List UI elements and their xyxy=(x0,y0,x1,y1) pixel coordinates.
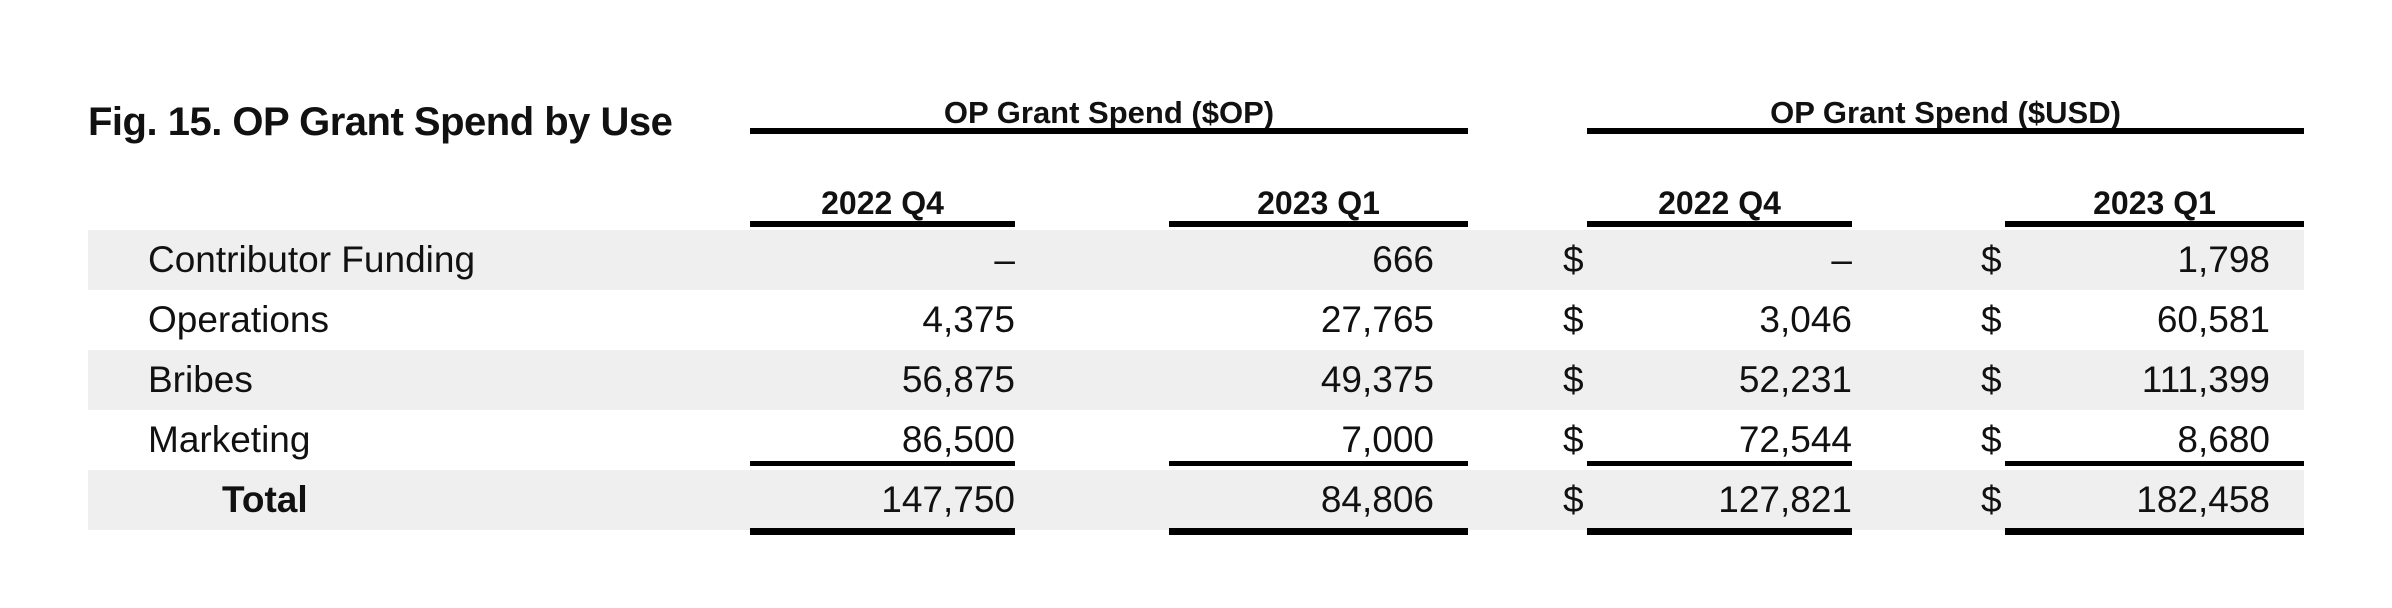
currency-symbol: $ xyxy=(1981,479,2002,520)
column-rule-usd-2023q1 xyxy=(2005,221,2304,227)
cell-usd-2022q4: 3,046 xyxy=(1759,299,1852,340)
column-rule-op-2023q1 xyxy=(1169,221,1468,227)
row-label: Contributor Funding xyxy=(148,239,476,280)
cell-usd-2022q4: 52,231 xyxy=(1738,359,1852,400)
total-label: Total xyxy=(222,479,308,520)
total-row-band xyxy=(88,470,2304,530)
cell-op-2022q4: 56,875 xyxy=(901,359,1015,400)
row-band xyxy=(88,350,2304,410)
column-rule-usd-2022q4 xyxy=(1587,221,1852,227)
group-header-op: OP Grant Spend ($OP) xyxy=(943,95,1275,130)
group-rule-usd xyxy=(1587,128,2304,134)
subtotal-rule xyxy=(2005,461,2304,466)
group-header-usd: OP Grant Spend ($USD) xyxy=(1770,95,2121,130)
group-rule-op xyxy=(750,128,1468,134)
currency-symbol: $ xyxy=(1981,239,2002,280)
column-header-usd-2023q1: 2023 Q1 xyxy=(2093,185,2216,221)
subtotal-rule xyxy=(1587,461,1852,466)
cell-usd-2023q1: 8,680 xyxy=(2177,419,2270,460)
total-rule xyxy=(1587,528,1852,535)
column-header-op-2022q4: 2022 Q4 xyxy=(821,185,944,221)
currency-symbol: $ xyxy=(1563,419,1584,460)
cell-op-2023q1: 7,000 xyxy=(1341,419,1434,460)
subtotal-rule xyxy=(750,461,1015,466)
row-label: Bribes xyxy=(148,359,253,400)
cell-op-2022q4: – xyxy=(994,239,1015,280)
row-label: Operations xyxy=(148,299,329,340)
total-rule xyxy=(2005,528,2304,535)
cell-usd-2022q4: – xyxy=(1831,239,1852,280)
column-rule-op-2022q4 xyxy=(750,221,1015,227)
figure-title: Fig. 15. OP Grant Spend by Use xyxy=(88,100,673,144)
cell-usd-2023q1: 111,399 xyxy=(2141,359,2270,400)
cell-op-2023q1: 49,375 xyxy=(1320,359,1434,400)
total-rule xyxy=(1169,528,1468,535)
currency-symbol: $ xyxy=(1563,239,1584,280)
currency-symbol: $ xyxy=(1563,359,1584,400)
cell-usd-2023q1: 60,581 xyxy=(2156,299,2270,340)
row-label: Marketing xyxy=(148,419,311,460)
currency-symbol: $ xyxy=(1981,359,2002,400)
total-rule xyxy=(750,528,1015,535)
currency-symbol: $ xyxy=(1563,299,1584,340)
column-header-op-2023q1: 2023 Q1 xyxy=(1257,185,1380,221)
cell-op-2022q4: 86,500 xyxy=(901,419,1015,460)
subtotal-rule xyxy=(1169,461,1468,466)
total-usd-2023q1: 182,458 xyxy=(2136,479,2270,520)
cell-usd-2022q4: 72,544 xyxy=(1738,419,1852,460)
cell-op-2023q1: 27,765 xyxy=(1320,299,1434,340)
currency-symbol: $ xyxy=(1981,299,2002,340)
total-usd-2022q4: 127,821 xyxy=(1718,479,1852,520)
total-op-2022q4: 147,750 xyxy=(881,479,1015,520)
currency-symbol: $ xyxy=(1981,419,2002,460)
cell-op-2022q4: 4,375 xyxy=(922,299,1015,340)
column-header-usd-2022q4: 2022 Q4 xyxy=(1658,185,1781,221)
cell-op-2023q1: 666 xyxy=(1372,239,1434,280)
total-op-2023q1: 84,806 xyxy=(1320,479,1434,520)
row-band xyxy=(88,230,2304,290)
currency-symbol: $ xyxy=(1563,479,1584,520)
cell-usd-2023q1: 1,798 xyxy=(2177,239,2270,280)
